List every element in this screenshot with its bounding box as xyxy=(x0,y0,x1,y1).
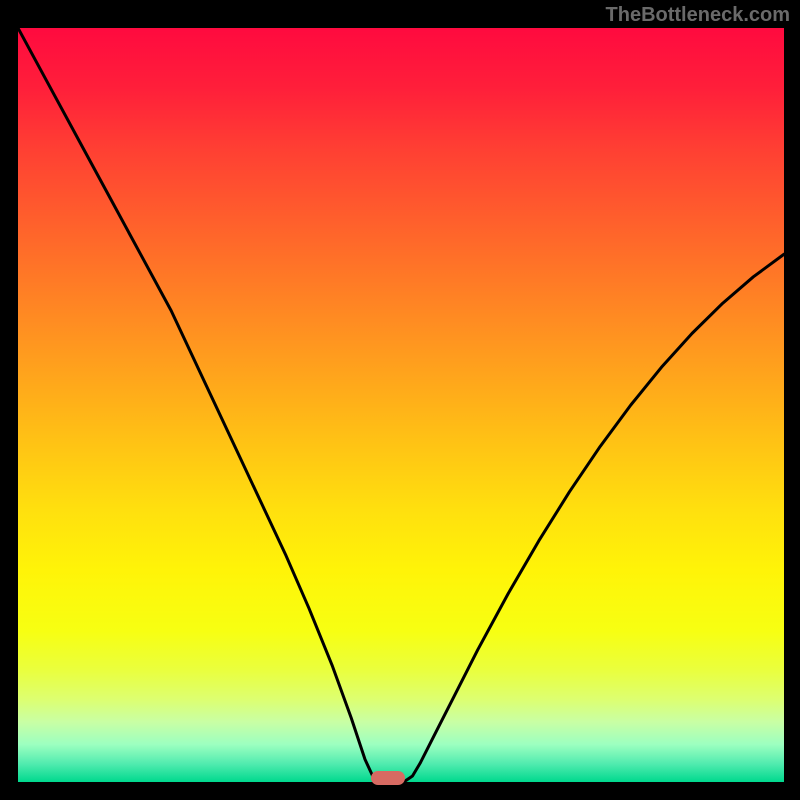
curve-path xyxy=(18,28,784,781)
bottleneck-curve xyxy=(18,28,784,782)
optimal-marker xyxy=(371,771,405,785)
chart-container: TheBottleneck.com xyxy=(0,0,800,800)
watermark-text: TheBottleneck.com xyxy=(606,4,790,27)
plot-area xyxy=(18,28,784,782)
